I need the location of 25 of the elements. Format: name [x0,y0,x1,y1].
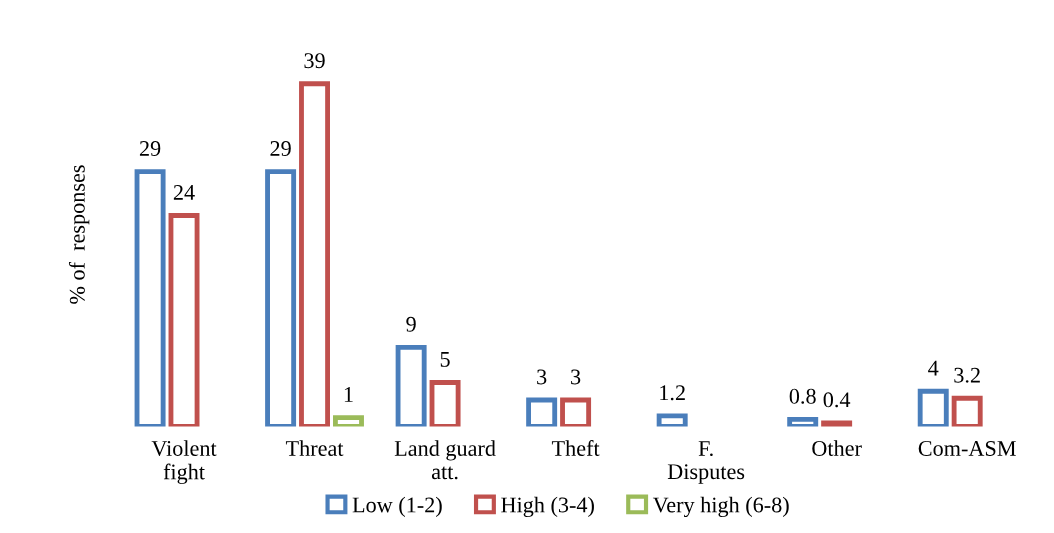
data-label: 1 [344,387,353,402]
data-label: 3 [537,369,547,385]
x-tick-label: Theft [551,440,600,456]
data-label: 1.2 [660,385,685,401]
data-label: 3 [571,369,581,385]
legend-label: Very high (6-8) [652,496,789,518]
data-label: 0.4 [823,392,851,408]
x-tick-label: Violent fight [151,440,217,485]
data-label: 29 [270,141,291,156]
data-label: 9 [406,316,416,332]
x-tick-label: Com-ASM [918,440,1016,456]
x-tick-label: Threat [285,440,344,456]
data-label: 24 [173,184,195,200]
data-label: 3.2 [954,367,980,383]
x-tick-label: Land guard att. [394,440,496,480]
data-label: 29 [139,141,161,156]
data-label: 4 [928,360,939,376]
y-axis-title: % of responses [68,165,90,304]
data-label: 39 [304,53,325,69]
data-label: 5 [440,352,450,367]
legend-label: Low (1-2) [352,496,442,517]
x-tick-label: F. Disputes [667,441,745,484]
x-tick-label: Other [812,440,862,456]
legend-label: High (3-4) [501,496,594,518]
data-label: 0.8 [789,388,816,404]
